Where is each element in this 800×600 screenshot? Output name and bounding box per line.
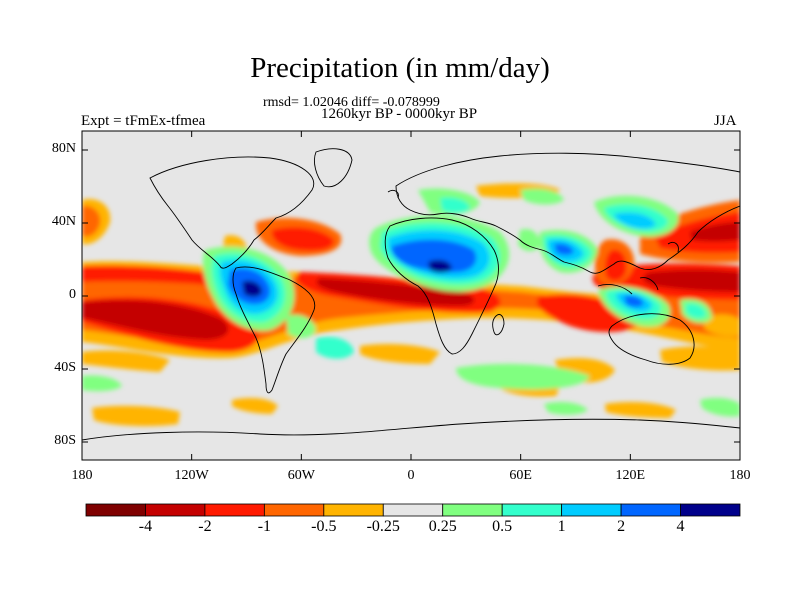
anomaly-region	[232, 398, 278, 414]
coastline-south-america	[232, 266, 316, 394]
anomaly-region	[428, 260, 452, 273]
lon-tick-label: 60W	[287, 468, 315, 483]
rmsd-diff-stats: rmsd= 1.02046 diff= -0.078999	[263, 95, 440, 110]
lon-tick-label: 0	[407, 468, 415, 483]
colorbar-label: -0.5	[311, 518, 337, 535]
colorbar-label: 2	[617, 518, 626, 535]
season-label: JJA	[714, 113, 737, 129]
anomaly-region	[440, 197, 470, 213]
anomaly-region	[624, 295, 644, 307]
anomaly-region	[316, 278, 475, 306]
coastline-eurasia	[395, 152, 740, 274]
anomaly-region	[686, 303, 706, 319]
colorbar-swatch	[263, 503, 325, 517]
colorbar-swatch	[561, 503, 622, 517]
anomaly-region	[316, 336, 354, 359]
colorbar-swatch	[620, 503, 681, 517]
anomaly-region	[92, 405, 180, 427]
lat-tick-label: 80S	[54, 433, 76, 448]
colorbar-swatch	[204, 503, 265, 517]
colorbar-label: 0.5	[492, 518, 513, 535]
colorbar-label: -0.25	[366, 518, 400, 535]
experiment-label: Expt = tFmEx-tfmea	[81, 113, 206, 129]
colorbar-label: -1	[257, 518, 272, 535]
coastlines	[82, 148, 740, 441]
coastline-madagascar	[492, 313, 505, 336]
lon-tick-label: 120W	[174, 468, 209, 483]
axis-ticks	[81, 131, 741, 460]
anomaly-region	[271, 227, 334, 251]
colorbar-swatch	[145, 503, 206, 517]
lon-tick-label: 60E	[509, 468, 532, 483]
precipitation-anomaly-field	[82, 183, 740, 427]
anomaly-region	[544, 402, 588, 415]
colorbar-label: 4	[676, 518, 685, 535]
lon-tick-label: 180	[71, 468, 93, 483]
anomaly-region	[605, 249, 627, 281]
colorbar-swatch	[382, 503, 444, 517]
coastline-north-america	[149, 156, 315, 269]
lat-tick-label: 40N	[51, 214, 76, 229]
colorbar-swatch	[85, 503, 146, 517]
anomaly-region	[82, 265, 230, 286]
coastline-antarctica	[82, 418, 740, 441]
map-title: Precipitation (in mm/day)	[250, 52, 550, 84]
lat-tick-label: 40S	[54, 360, 76, 375]
coastline-greenland	[313, 148, 353, 188]
colorbar	[85, 503, 741, 517]
colorbar-label: 0.25	[428, 518, 457, 535]
colorbar-swatch	[680, 503, 741, 517]
lat-tick-label: 80N	[51, 141, 76, 156]
anomaly-region	[82, 350, 170, 372]
anomaly-region	[242, 280, 262, 297]
anomaly-region	[700, 397, 740, 417]
anomaly-region	[82, 205, 101, 237]
coastline-australia	[608, 313, 695, 365]
period-label: 1260kyr BP - 0000kyr BP	[321, 106, 478, 122]
colorbar-swatch	[323, 503, 384, 517]
anomaly-region	[554, 243, 574, 255]
colorbar-label: 1	[557, 518, 566, 535]
anomaly-region	[614, 212, 656, 229]
lon-tick-label: 180	[729, 468, 751, 483]
anomaly-region	[690, 222, 740, 242]
coastline-africa	[384, 217, 499, 355]
anomaly-region	[660, 346, 740, 371]
coastline-islands	[387, 189, 679, 295]
anomaly-region	[643, 269, 740, 292]
anomaly-region	[82, 299, 229, 340]
colorbar-label: -2	[198, 518, 212, 535]
colorbar-swatch	[442, 503, 503, 517]
anomaly-region	[704, 314, 740, 337]
anomaly-region	[82, 375, 122, 392]
anomaly-region	[518, 228, 540, 252]
anomaly-region	[391, 239, 477, 273]
anomaly-region	[360, 344, 440, 364]
anomaly-region	[520, 188, 564, 205]
anomaly-region	[605, 402, 676, 418]
anomaly-region	[456, 363, 590, 390]
colorbar-label: -4	[138, 518, 153, 535]
lat-tick-label: 0	[69, 287, 76, 302]
lon-tick-label: 120E	[615, 468, 646, 483]
colorbar-swatch	[501, 503, 563, 517]
